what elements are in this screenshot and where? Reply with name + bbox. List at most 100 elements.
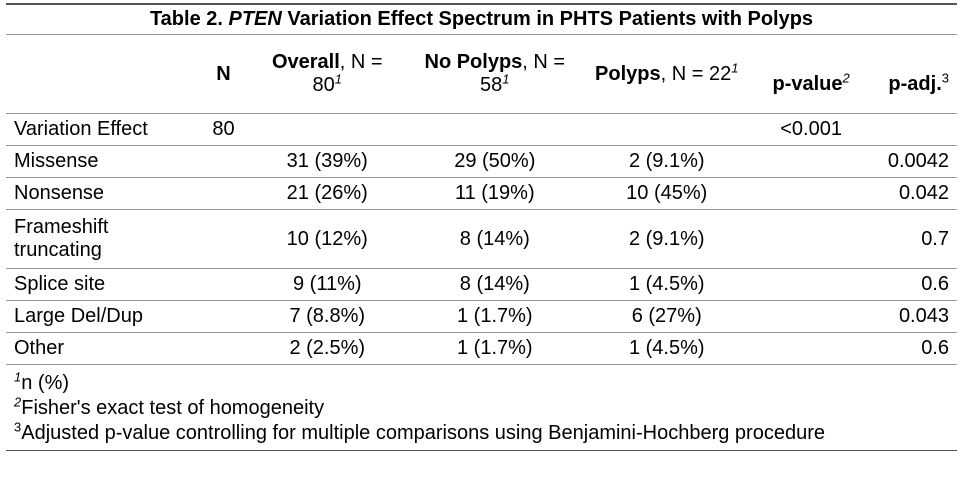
table-cell: 0.6 [871,332,957,365]
table-container: Table 2. PTEN Variation Effect Spectrum … [6,3,957,451]
header-text: , N = 58 [480,51,566,96]
table-cell: 80 [199,113,248,146]
cell-text: Large Del/Dup [14,305,143,327]
table-cell: 21 (26%) [247,177,407,210]
cell-text: 8 (14%) [459,273,530,295]
table-cell: 11 (19%) [406,177,584,210]
table: Table 2. PTEN Variation Effect Spectrum … [6,3,957,451]
cell-text: 80 [212,118,235,140]
cell-text: 0.6 [921,273,949,295]
title-prefix: Table 2. [149,8,229,30]
table-cell: 1 (4.5%) [583,332,751,365]
table-cell [406,113,584,146]
table-row: Other 2 (2.5%) 1 (1.7%) 1 (4.5%) 0.6 [6,332,957,365]
header-sup: 1 [502,71,510,87]
table-cell: 29 (50%) [406,145,584,178]
table-cell: Other [6,332,200,365]
cell-text: 0.6 [921,337,949,359]
cell-text: Nonsense [14,182,105,204]
table-cell [199,145,248,178]
header-text: , N = 80 [312,51,383,96]
cell-text: 2 (9.1%) [628,150,705,172]
title: Table 2. PTEN Variation Effect Spectrum … [6,3,957,35]
footnote-sup: 2 [14,394,22,410]
header-cell: p-value2 [750,34,872,114]
cell-text: 10 (12%) [286,227,368,250]
header-cell: Polyps, N = 221 [583,34,751,114]
table-cell: 0.7 [871,209,957,269]
table-row: Variation Effect 80 <0.001 [6,113,957,146]
table-cell [583,113,751,146]
cell-text: <0.001 [780,118,842,140]
footnotes: 1n (%) 2Fisher's exact test of homogeneit… [6,365,957,451]
table-cell: Variation Effect [6,113,200,146]
header-row: N Overall, N = 80 1 No Polyps, N = 581 Polyp… [6,34,957,114]
table-cell [871,113,957,146]
footnote-sup: 3 [14,419,22,435]
header-cell: No Polyps, N = 581 [406,34,584,114]
table-cell: <0.001 [750,113,872,146]
cell-text: 29 (50%) [454,150,536,172]
cell-text: 0.7 [921,227,949,250]
cell-text: 1 (1.7%) [457,337,533,359]
cell-text: 1 (4.5%) [628,337,705,359]
footnote: 2Fisher's exact test of homogeneity [6,394,957,421]
table-row: Splice site 9 (11%) 8 (14%) 1 (4.5%) 0.6 [6,268,957,301]
header-cell [6,34,200,114]
cell-text: 2 (2.5%) [289,337,366,359]
footnote-text: Fisher's exact test of homogeneity [21,397,325,419]
header-bold: Overall [271,51,340,73]
table-cell: 10 (12%) [247,209,407,269]
table-cell: 7 (8.8%) [247,300,407,333]
table-cell: 9 (11%) [247,268,407,301]
table-cell: 2 (2.5%) [247,332,407,365]
cell-text: Frameshift truncating [14,216,109,261]
header-bold: No Polyps [424,51,523,73]
footnote-text: n (%) [21,372,70,394]
header-text: , N = 22 [660,62,732,85]
footnote-row: 2Fisher's exact test of homogeneity [6,394,957,421]
table-cell [199,209,248,269]
cell-text: 10 (45%) [626,182,708,204]
body-section: Variation Effect 80 <0.001 Missense 31 (39%)… [6,113,957,365]
footnote: 3Adjusted p-value controlling for multip… [6,419,957,451]
table-cell [750,332,872,365]
table-cell: Frameshift truncating [6,209,200,269]
header-sup: 3 [941,69,949,85]
cell-text: 0.0042 [887,150,949,172]
table-cell [750,268,872,301]
footnote-row: 1n (%) [6,365,957,397]
table-cell: 1 (4.5%) [583,268,751,301]
cell-text: Splice site [14,273,106,295]
header-bold: p-adj. [888,72,942,95]
cell-text: Variation Effect [14,118,148,140]
table-cell [199,268,248,301]
table-cell: Missense [6,145,200,178]
table-cell [750,300,872,333]
table-cell [750,209,872,269]
header-bold: N [216,62,231,85]
table-cell: 1 (1.7%) [406,332,584,365]
table-cell: 0.042 [871,177,957,210]
table-cell: 2 (9.1%) [583,145,751,178]
table-cell: Large Del/Dup [6,300,200,333]
table-cell: 1 (1.7%) [406,300,584,333]
cell-text: Missense [14,150,99,172]
cell-text: 2 (9.1%) [628,227,705,250]
cell-text: Other [14,337,65,359]
cell-text: 11 (19%) [454,182,535,204]
table-cell: 31 (39%) [247,145,407,178]
table-row: Missense 31 (39%) 29 (50%) 2 (9.1%) 0.0042 [6,145,957,178]
cell-text: 9 (11%) [292,273,362,295]
cell-text: 8 (14%) [459,227,530,250]
table-cell: 0.6 [871,268,957,301]
table-cell: 8 (14%) [406,268,584,301]
table-cell [750,145,872,178]
title-rest: Variation Effect Spectrum in PHTS Patien… [281,8,814,30]
table-cell: 0.043 [871,300,957,333]
table-cell: 6 (27%) [583,300,751,333]
table-cell: 0.0042 [871,145,957,178]
table-cell: Nonsense [6,177,200,210]
header-sup: 2 [842,69,850,85]
cell-text: 7 (8.8%) [289,305,366,327]
